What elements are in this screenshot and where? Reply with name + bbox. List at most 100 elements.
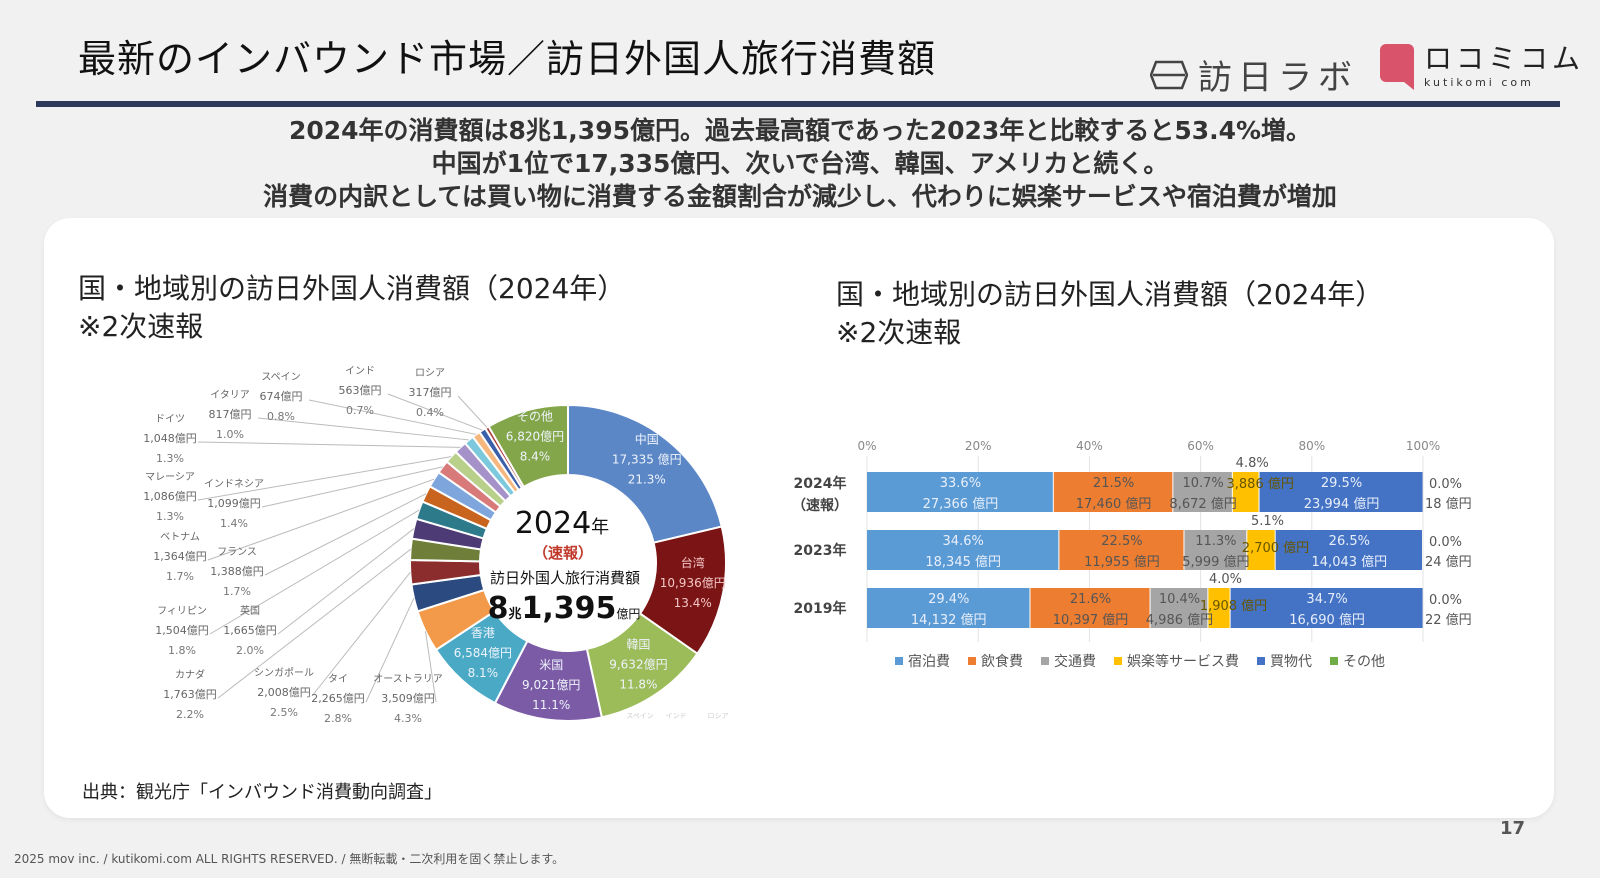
- copyright-footer: 2025 mov inc. / kutikomi.com ALL RIGHTS …: [14, 852, 565, 866]
- legend-swatch: [1330, 657, 1338, 665]
- pie-label-name: 米国: [539, 658, 563, 672]
- pie-label-value: 1,388億円: [210, 565, 264, 578]
- bar-pct-label: 10.7%: [1182, 476, 1223, 491]
- kutikomi-logo: ロコミコム kutikomi com: [1380, 44, 1584, 90]
- pie-chart-title: 国・地域別の訪日外国人消費額（2024年） ※2次速報: [78, 270, 625, 346]
- legend-swatch: [1257, 657, 1265, 665]
- bar-pct-label: 29.5%: [1321, 476, 1362, 491]
- pie-label-pct: 21.3%: [628, 472, 666, 486]
- pie-label-name: ドイツ: [155, 414, 185, 425]
- pie-label-name: 台湾: [681, 555, 705, 570]
- pie-label-value: 2,265億円: [311, 692, 365, 705]
- pie-leader-line: [261, 466, 443, 508]
- summary: 2024年の消費額は8兆1,395億円。過去最高額であった2023年と比較すると…: [0, 114, 1600, 213]
- pie-center-note: （速報）: [533, 544, 593, 562]
- pie-label-value: 1,763億円: [163, 688, 217, 701]
- bar-xtick-label: 100%: [1406, 439, 1440, 453]
- bar-pct-label: 4.0%: [1209, 572, 1242, 587]
- legend-label: 交通費: [1054, 654, 1096, 670]
- pie-leader-line: [209, 509, 420, 635]
- legend-swatch: [1114, 657, 1122, 665]
- bar-segment: [1173, 472, 1232, 512]
- pie-label-value: 9,632億円: [609, 658, 667, 672]
- bar-amount-label: 2,700 億円: [1242, 540, 1309, 556]
- pie-label-name: フランス: [217, 546, 257, 558]
- summary-line: 中国が1位で17,335億円、次いで台湾、韓国、アメリカと続く。: [431, 149, 1169, 178]
- summary-line: 2024年の消費額は8兆1,395億円。過去最高額であった2023年と比較すると…: [288, 116, 1312, 145]
- bar-segment: [867, 472, 1053, 512]
- pie-label-pct: 0.7%: [346, 404, 374, 417]
- pie-slice: [567, 403, 723, 544]
- bar-amount-label: 18,345 億円: [925, 554, 1001, 570]
- bar-amount-label: 27,366 億円: [923, 496, 999, 512]
- pie-label-name: スペイン: [261, 372, 300, 383]
- pie-label-pct: 1.3%: [156, 452, 184, 465]
- pie-leader-line: [457, 395, 488, 428]
- bar-amount-label: 18 億円: [1425, 496, 1472, 512]
- pie-leader-line: [257, 417, 469, 441]
- bar-chart-title: 国・地域別の訪日外国人消費額（2024年） ※2次速報: [836, 276, 1383, 352]
- bar-pct-label: 5.1%: [1251, 514, 1284, 529]
- bar-pct-label: 34.7%: [1306, 592, 1347, 607]
- bar-segment: [1184, 530, 1247, 570]
- pie-label-name: ベトナム: [160, 531, 200, 543]
- bar-amount-label: 10,397 億円: [1053, 612, 1129, 628]
- bar-xtick-label: 20%: [965, 439, 992, 453]
- pie-leader-line: [365, 597, 415, 703]
- pie-label-pct: 1.4%: [220, 517, 248, 530]
- pie-label-name: インド: [345, 366, 375, 377]
- bar-category-sub: （速報）: [792, 497, 848, 514]
- pie-label-name: マレーシア: [145, 472, 195, 483]
- houjin-lab-logo: 訪日ラボ: [1150, 50, 1358, 99]
- pie-label-pct: 8.1%: [468, 666, 499, 680]
- bar-amount-label: 14,043 億円: [1312, 554, 1388, 570]
- pie-label-value: 563億円: [339, 384, 382, 397]
- legend-swatch: [968, 657, 976, 665]
- pie-label-name: カナダ: [175, 668, 205, 681]
- pie-label-pct: 0.8%: [267, 410, 295, 423]
- pie-center-year: 2024年: [515, 506, 609, 541]
- legend-swatch: [1041, 657, 1049, 665]
- content-card: [44, 218, 1554, 818]
- pie-center-label: 訪日外国人旅行消費額: [490, 569, 640, 587]
- bar-xtick-label: 80%: [1298, 439, 1325, 453]
- pie-label-name: 英国: [240, 604, 260, 617]
- pie-leader-line: [387, 393, 483, 431]
- bar-pct-label: 0.0%: [1429, 477, 1462, 492]
- bar-segment: [1232, 472, 1259, 512]
- pie-subtitle: ※2次速報: [78, 310, 204, 343]
- bar-amount-label: 8,672 億円: [1169, 496, 1236, 512]
- pie-label-value: 10,936億円: [660, 576, 726, 590]
- pie-label-name: タイ: [328, 673, 348, 685]
- pie-label-value: 1,665億円: [223, 624, 277, 637]
- bar-segment: [1208, 588, 1230, 628]
- bar-amount-label: 16,690 億円: [1289, 612, 1365, 628]
- bar-segment: [1053, 472, 1173, 512]
- bar-amount-label: 23,994 億円: [1304, 496, 1380, 512]
- kutikomi-logo-icon: [1380, 44, 1414, 90]
- bar-pct-label: 10.4%: [1159, 592, 1200, 607]
- bar-segment: [1259, 472, 1423, 512]
- pie-label-value: 17,335 億円: [612, 452, 682, 466]
- pie-label-pct: 2.8%: [324, 712, 352, 725]
- pie-leader-line: [197, 456, 452, 501]
- legend-item: 買物代: [1257, 651, 1312, 671]
- pie-label-value: 317億円: [409, 386, 452, 399]
- pie-leader-line: [308, 399, 477, 435]
- pie-leader-line: [207, 478, 435, 561]
- bar-pct-label: 11.3%: [1195, 534, 1236, 549]
- legend-item: 宿泊費: [895, 651, 950, 671]
- pie-label-name: フィリピン: [157, 605, 207, 617]
- pie-label-name: インドネシア: [204, 478, 264, 490]
- pie-title: 国・地域別の訪日外国人消費額（2024年）: [78, 272, 626, 305]
- title-divider: [36, 101, 1560, 107]
- bar-pct-label: 4.8%: [1236, 456, 1269, 471]
- bar-legend: 宿泊費 飲食費 交通費 娯楽等サービス費 買物代 その他: [895, 651, 1385, 671]
- pie-label-value: 1,086億円: [143, 490, 197, 503]
- bar-pct-label: 0.0%: [1429, 593, 1462, 608]
- bar-category-label: 2023年: [794, 542, 847, 559]
- bar-amount-label: 3,886 億円: [1227, 476, 1294, 492]
- pie-faint-label: インド: [666, 712, 687, 720]
- pie-label-name: 香港: [471, 626, 495, 640]
- legend-item: 交通費: [1041, 651, 1096, 671]
